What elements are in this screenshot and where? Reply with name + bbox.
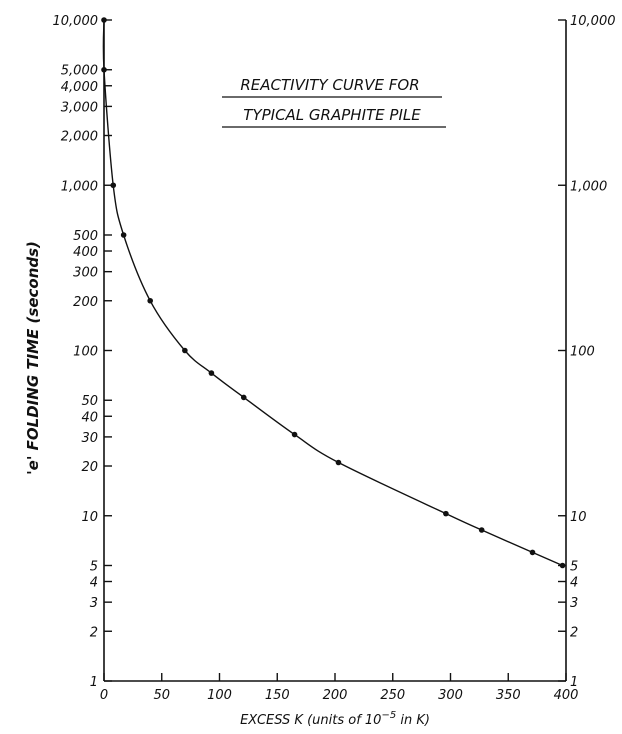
- left-y-tick-label: 40: [81, 410, 98, 425]
- x-tick-label: 400: [554, 688, 579, 703]
- x-tick-label: 100: [207, 688, 232, 703]
- x-tick-label: 300: [438, 688, 463, 703]
- left-y-tick-label: 3: [90, 596, 98, 611]
- data-point: [101, 17, 107, 23]
- left-y-tick-label: 5: [90, 559, 98, 574]
- left-y-tick-label: 4: [90, 576, 98, 591]
- data-point: [443, 510, 449, 517]
- left-y-tick-label: 30: [81, 431, 98, 446]
- chart-title: REACTIVITY CURVE FOR TYPICAL GRAPHITE PI…: [222, 76, 446, 128]
- left-y-tick-label: 4,000: [61, 80, 98, 95]
- data-point: [110, 182, 117, 189]
- left-y-tick-label: 2: [90, 625, 98, 640]
- left-y-tick-label: 400: [73, 245, 98, 260]
- x-axis-label-exponent: −5: [381, 710, 396, 721]
- left-y-tick-label: 300: [73, 266, 98, 281]
- series-curve: [102, 19, 563, 567]
- right-y-tick-label: 4: [570, 576, 578, 591]
- left-y-tick-label: 10: [81, 510, 98, 525]
- left-y-tick-label: 100: [73, 345, 98, 360]
- left-y-tick-label: 1,000: [61, 179, 98, 194]
- y-axis-label: 'e' FOLDING TIME (seconds): [24, 241, 42, 475]
- x-tick-label: 50: [153, 688, 170, 703]
- right-y-tick-label: 1: [570, 675, 578, 690]
- right-y-tick-label: 1,000: [570, 179, 607, 194]
- x-axis-label-main: EXCESS K (units of 10: [240, 713, 381, 728]
- right-y-tick-label: 100: [570, 345, 595, 360]
- data-point: [335, 459, 342, 466]
- right-y-tick-label: 2: [570, 625, 578, 640]
- data-point: [208, 370, 215, 376]
- data-point: [147, 297, 153, 304]
- right-y-tick-label: 3: [570, 596, 578, 611]
- x-tick-label: 250: [380, 688, 405, 703]
- x-tick-label: 150: [265, 688, 290, 703]
- x-axis-label: EXCESS K (units of 10−5 in K): [240, 710, 430, 728]
- left-y-tick-label: 2,000: [61, 130, 98, 145]
- data-point: [240, 394, 247, 401]
- chart-title-line-2: TYPICAL GRAPHITE PILE: [243, 106, 421, 124]
- left-y-tick-label: 5,000: [61, 64, 98, 79]
- left-y-tick-label: 500: [73, 229, 98, 244]
- left-y-tick-label: 1: [90, 675, 98, 690]
- data-point: [120, 232, 127, 238]
- right-y-tick-label: 5: [570, 559, 578, 574]
- data-point: [291, 431, 298, 438]
- x-ticks: 0 50 100 150 200 250 300 350 400: [100, 673, 579, 703]
- chart-title-line-1: REACTIVITY CURVE FOR: [240, 76, 419, 94]
- right-y-tick-label: 10,000: [570, 14, 616, 29]
- x-tick-label: 200: [323, 688, 348, 703]
- data-point: [478, 527, 485, 533]
- left-y-tick-label: 3,000: [61, 100, 98, 115]
- left-y-tick-label: 10,000: [53, 14, 99, 29]
- x-tick-label: 0: [100, 688, 108, 703]
- x-tick-label: 350: [496, 688, 521, 703]
- right-y-ticks: 1 2 3 4 5 10 100 1,000 10,000: [558, 14, 616, 690]
- data-point: [529, 549, 536, 556]
- data-point: [559, 562, 566, 569]
- data-point: [101, 66, 107, 73]
- left-y-tick-label: 50: [81, 394, 98, 409]
- x-axis-label-tail: in K): [396, 713, 430, 728]
- left-y-tick-label: 20: [81, 460, 98, 475]
- right-y-tick-label: 10: [570, 510, 587, 525]
- data-point: [182, 347, 188, 354]
- series-points: [101, 17, 566, 569]
- left-y-tick-label: 200: [73, 295, 98, 310]
